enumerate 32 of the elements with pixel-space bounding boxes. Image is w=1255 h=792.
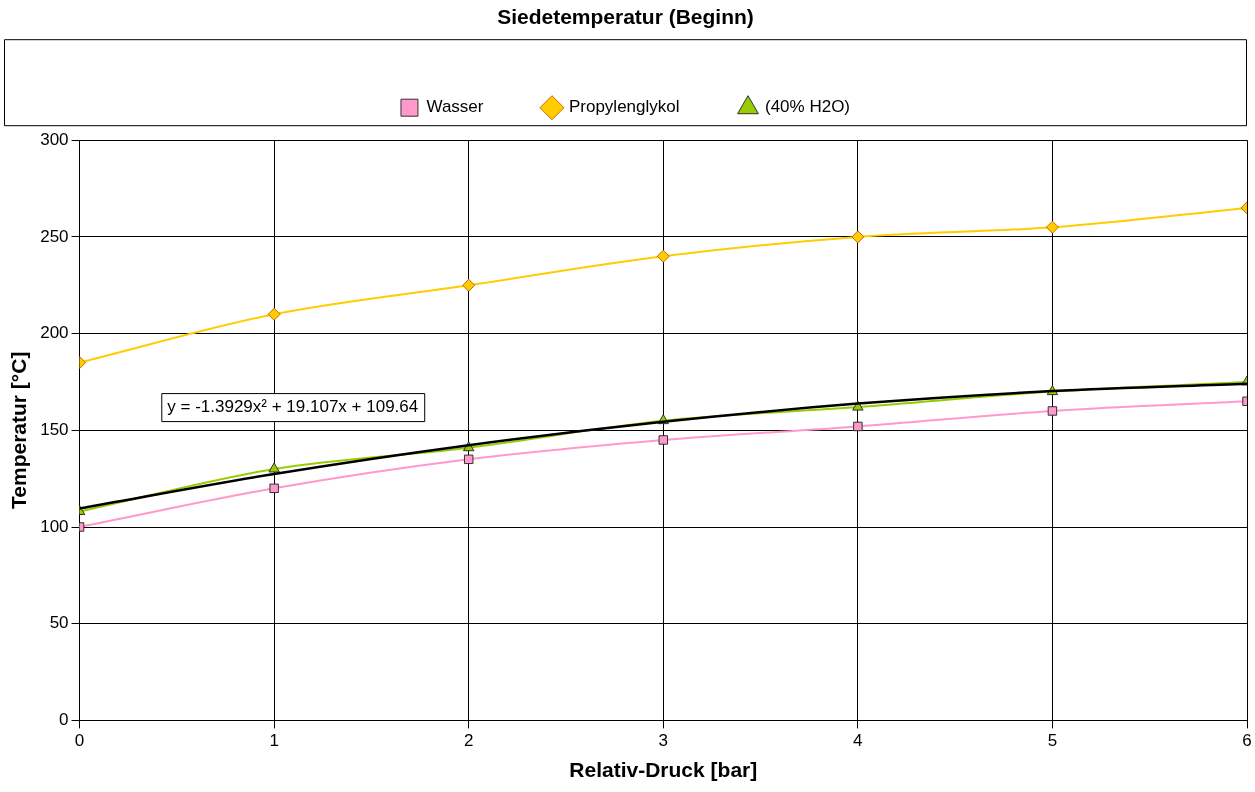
point (1047, 406, 1058, 416)
x-axis-title: Relativ-Druck [bar] (569, 758, 758, 782)
y-tick-label: 300 (40, 129, 69, 149)
x-tick-label: 6 (1242, 731, 1252, 751)
x-tick-label: 0 (74, 731, 85, 751)
x-tick-label: 2 (463, 731, 474, 751)
point (268, 462, 280, 473)
legend-label: (40% H2O) (765, 97, 851, 117)
point (463, 454, 474, 465)
legend-label: Propylenglykol (568, 97, 680, 117)
y-tick-label: 50 (49, 613, 69, 633)
point (851, 230, 865, 244)
y-tick-label: 150 (40, 419, 69, 439)
y-tick-label: 0 (59, 710, 69, 730)
point (656, 249, 670, 263)
point (1045, 220, 1059, 234)
legend-label: Wasser (426, 97, 484, 117)
x-tick-label: 5 (1047, 731, 1058, 751)
point (853, 421, 863, 432)
y-tick-label: 100 (40, 516, 69, 536)
x-tick-label: 1 (269, 731, 279, 751)
point (462, 278, 476, 292)
annotation: y = -1.3929x² + 19.107x + 109.64 (167, 396, 419, 416)
point (658, 435, 669, 445)
y-tick-label: 250 (40, 226, 69, 246)
chart-title: Siedetemperatur (Beginn) (497, 5, 754, 29)
y-tick-label: 200 (40, 323, 69, 343)
x-tick-label: 4 (853, 731, 863, 751)
point (269, 483, 279, 494)
x-tick-label: 3 (658, 731, 669, 751)
point (267, 307, 281, 321)
y-axis-title: Temperatur [°C] (7, 351, 31, 509)
